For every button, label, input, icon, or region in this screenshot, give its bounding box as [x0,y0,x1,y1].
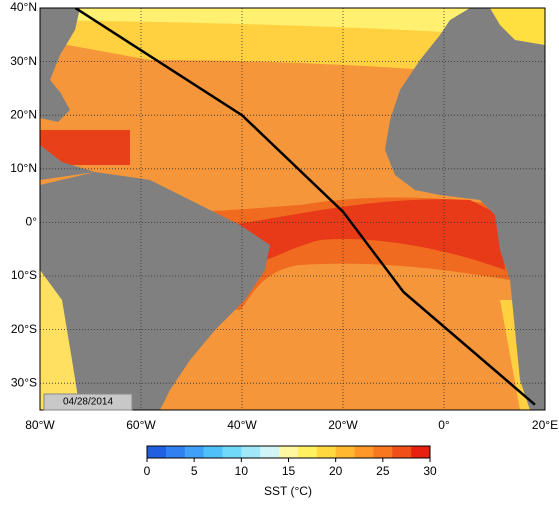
colorbar-bin [147,446,167,458]
colorbar-tick-label: 15 [282,464,296,478]
lat-tick-label: 10°N [10,161,37,175]
colorbar-tick-label: 25 [376,464,390,478]
grid [40,8,545,410]
lon-tick-label: 20°W [328,418,358,432]
lon-tick-label: 60°W [126,418,156,432]
land-africa [385,8,545,410]
map-frame [39,7,546,411]
colorbar-label: SST (°C) [264,484,312,498]
lat-tick-label: 20°S [11,322,37,336]
lat-tick-label: 30°N [10,54,37,68]
lon-tick-label: 20°E [532,418,558,432]
lat-tick-label: 10°S [11,268,37,282]
land-south-america [40,172,270,410]
mediterranean [490,8,545,45]
colorbar-bin [316,446,336,458]
colorbar-bin [184,446,204,458]
colorbar-bin [260,446,280,458]
ship-track [74,8,536,406]
colorbar-bin [279,446,299,458]
colorbar-tick-label: 5 [191,464,198,478]
lat-tick-label: 20°N [10,107,37,121]
lat-tick-label: 0° [26,215,38,229]
colorbar-bin [222,446,242,458]
date-label: 04/28/2014 [63,397,113,408]
land-north-america [40,8,80,122]
colorbar-bin [354,446,374,458]
colorbar-bin [297,446,318,458]
map-area [40,8,545,410]
lat-tick-label: 30°S [11,375,37,389]
colorbar-tick-label: 0 [144,464,151,478]
lat-tick-label: 40°N [10,0,37,14]
lon-tick-label: 0° [438,418,450,432]
colorbar-tick-label: 20 [329,464,343,478]
date-box [43,393,133,411]
caribbean [40,130,130,165]
land-central-america [40,145,95,180]
colorbar-bin [241,446,261,458]
colorbar-bin [203,446,223,458]
ocean-cooler [40,8,545,40]
colorbar-bin [392,446,412,458]
lon-tick-label: 80°W [25,418,55,432]
lon-tick-label: 40°W [227,418,257,432]
colorbar-tick-label: 30 [423,464,437,478]
colorbar-tick-label: 10 [235,464,249,478]
colorbar-bin [165,446,186,458]
colorbar-bin [411,446,431,458]
colorbar-bin [373,446,393,458]
track-group [74,8,536,406]
ocean-warmest [230,199,505,270]
colorbar-bin [335,446,355,458]
